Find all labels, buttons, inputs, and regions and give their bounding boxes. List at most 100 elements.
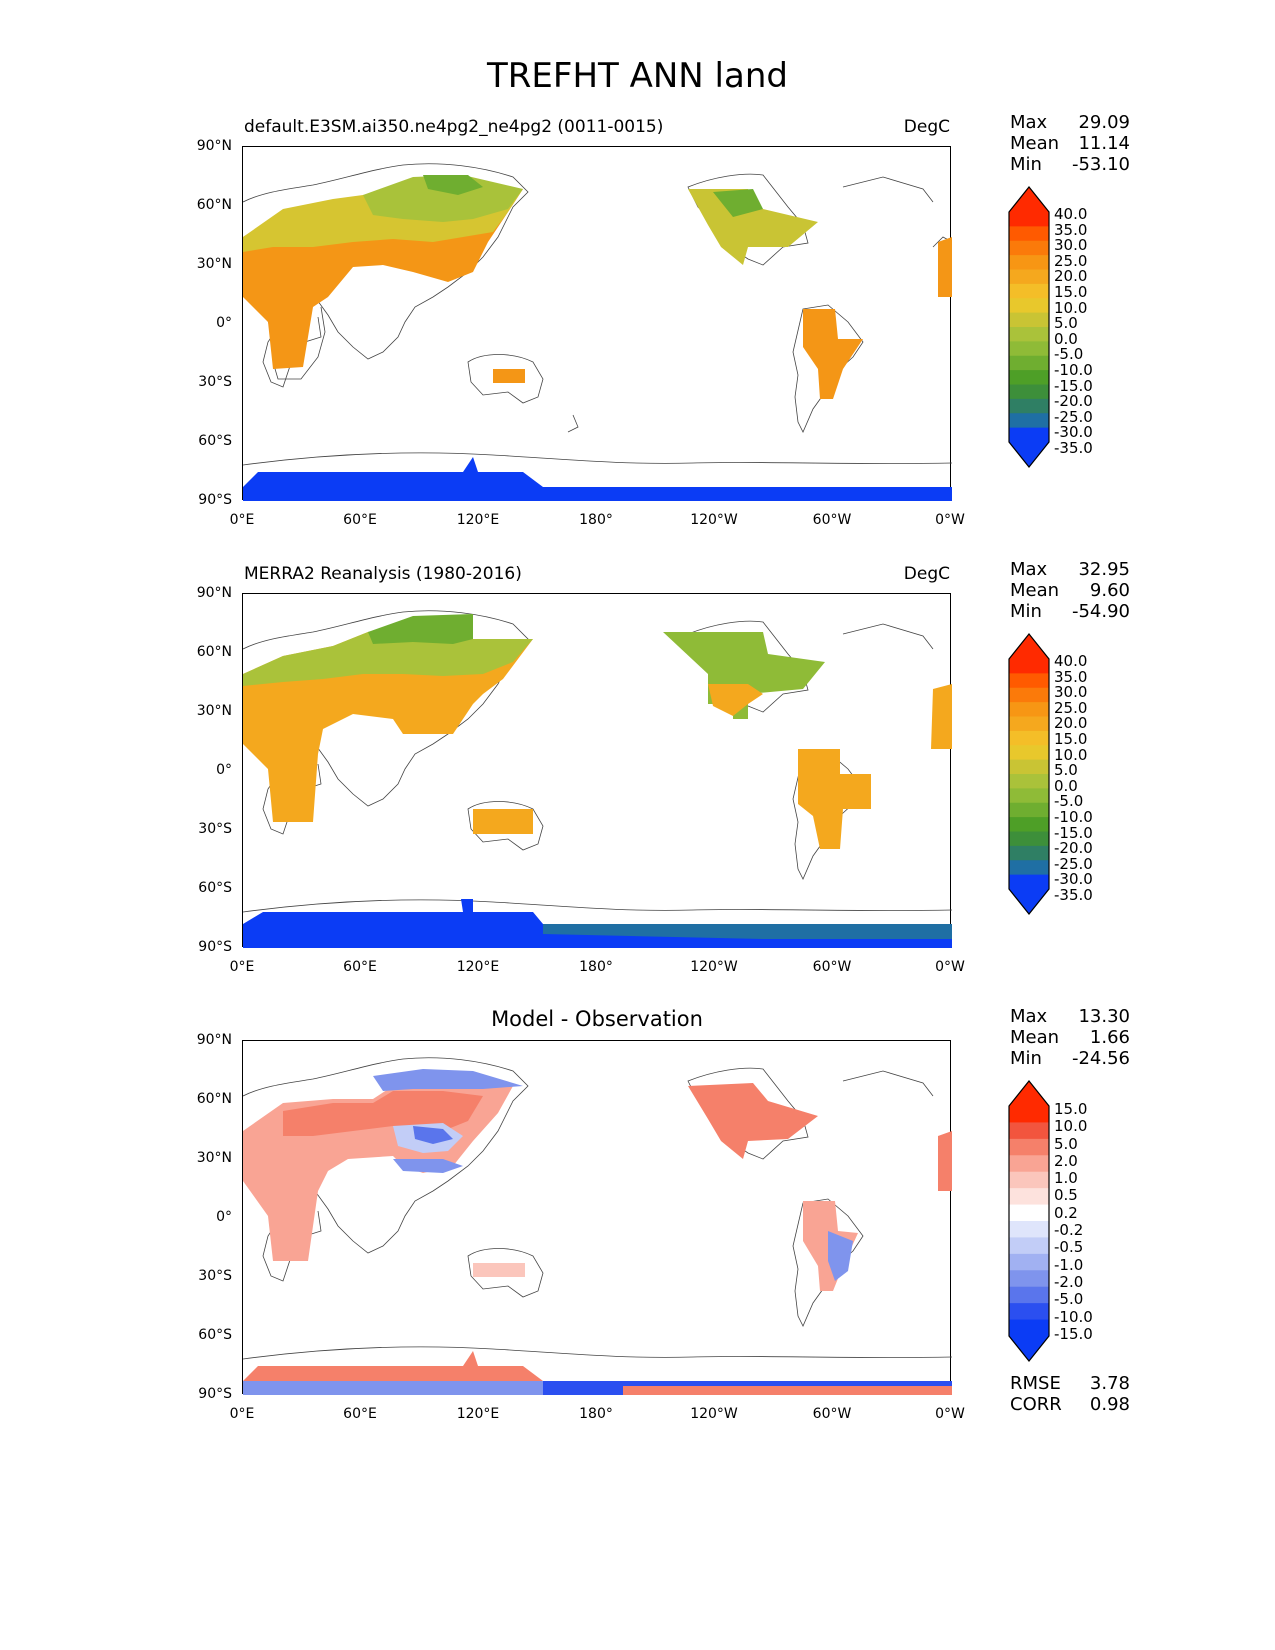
colorbar-segment: [1009, 730, 1049, 746]
colorbar-segment: [1009, 817, 1049, 832]
y-tick: 60°S: [198, 1327, 232, 1343]
colorbar-segment: [1009, 298, 1049, 314]
y-tick: 30°N: [196, 1150, 232, 1166]
field-fill: [243, 614, 952, 948]
stat-label: Mean: [1010, 580, 1060, 601]
colorbar-segment: [1009, 774, 1049, 789]
map-canvas: [243, 1057, 952, 1395]
map-canvas: [243, 610, 952, 948]
colorbar: [1008, 186, 1050, 468]
colorbar-label: 0.5: [1054, 1186, 1078, 1205]
colorbar-label: 20.0: [1054, 714, 1088, 733]
colorbar-segment: [1009, 413, 1049, 429]
stat-label: RMSE: [1010, 1373, 1061, 1394]
colorbar-outline: [1008, 186, 1050, 468]
stat-label: Max: [1010, 112, 1048, 133]
stat-value: 0.98: [1089, 1394, 1130, 1415]
map-canvas: [243, 163, 952, 501]
stat-value: 1.66: [1089, 1027, 1130, 1048]
stat-value: 9.60: [1089, 580, 1130, 601]
x-tick: 120°E: [456, 512, 500, 528]
y-tick: 90°N: [196, 585, 232, 601]
colorbar-label: 25.0: [1054, 698, 1088, 717]
panel-title: default.E3SM.ai350.ne4pg2_ne4pg2 (0011-0…: [244, 117, 664, 137]
x-tick: 0°W: [935, 1406, 965, 1422]
colorbar-segment: [1009, 845, 1049, 861]
y-tick: 0°: [216, 315, 232, 331]
units-label: DegC: [903, 564, 950, 584]
y-tick: 60°N: [196, 644, 232, 660]
colorbar-segment: [1009, 673, 1049, 689]
colorbar-segment: [1009, 716, 1049, 732]
colorbar-segment: [1009, 398, 1049, 414]
map-plot: [242, 593, 952, 948]
colorbar-segment: [1009, 212, 1049, 227]
colorbar: [1008, 633, 1050, 915]
stat-value: 32.95: [1078, 559, 1130, 580]
map-plot: [242, 1040, 952, 1395]
colorbar-segment: [1009, 831, 1049, 847]
stat-label: Max: [1010, 559, 1048, 580]
x-tick: 60°W: [812, 1406, 852, 1422]
x-tick: 60°W: [812, 959, 852, 975]
colorbar-segment: [1009, 240, 1049, 256]
panel-title: MERRA2 Reanalysis (1980-2016): [244, 564, 522, 584]
x-tick: 60°W: [812, 512, 852, 528]
stat-value: 3.78: [1089, 1373, 1130, 1394]
x-tick: 60°E: [343, 1406, 377, 1422]
units-label: DegC: [903, 117, 950, 137]
stat-value: -53.10: [1071, 154, 1130, 175]
colorbar-top-cap: [1009, 187, 1049, 212]
colorbar-labels: 40.0 35.0 30.0 25.0 20.0 15.0 10.0 5.0 0…: [1054, 653, 1093, 904]
colorbar-label: 0.0: [1054, 776, 1078, 795]
colorbar-label: 0.2: [1054, 1203, 1078, 1222]
colorbar-segment: [1009, 1122, 1049, 1140]
colorbar-label: 15.0: [1054, 282, 1088, 301]
colorbar-segment: [1009, 702, 1049, 717]
colorbar-segment: [1009, 1319, 1049, 1337]
colorbar-segment: [1009, 269, 1049, 285]
colorbar-segment: [1009, 788, 1049, 804]
colorbar-segment: [1009, 327, 1049, 342]
x-tick: 0°E: [229, 1406, 255, 1422]
colorbar-segment: [1009, 745, 1049, 761]
colorbar-label: 15.0: [1054, 1100, 1088, 1118]
figure-title: TREFHT ANN land: [487, 56, 788, 96]
y-tick: 30°N: [196, 256, 232, 272]
colorbar-label: 10.0: [1054, 1117, 1088, 1136]
colorbar-segment: [1009, 1138, 1049, 1156]
colorbar-segment: [1009, 283, 1049, 299]
stat-value: 29.09: [1078, 112, 1130, 133]
colorbar-label: 20.0: [1054, 267, 1088, 286]
colorbar-segment: [1009, 384, 1049, 400]
colorbar-segment: [1009, 874, 1049, 890]
x-tick: 0°W: [935, 512, 965, 528]
stat-label: Mean: [1010, 1027, 1060, 1048]
colorbar-segment: [1009, 1155, 1049, 1173]
colorbar-segment: [1009, 759, 1049, 775]
colorbar-label: -35.0: [1054, 885, 1093, 904]
stat-value: -54.90: [1071, 601, 1130, 622]
colorbar-label: 35.0: [1054, 220, 1088, 239]
colorbar-label: 10.0: [1054, 298, 1088, 317]
y-tick: 90°S: [198, 492, 232, 508]
colorbar-bottom-cap: [1009, 442, 1049, 467]
colorbar-segment: [1009, 659, 1049, 674]
colorbar-segment: [1009, 1204, 1049, 1222]
x-tick: 60°E: [343, 512, 377, 528]
colorbar-label: -10.0: [1054, 360, 1093, 379]
colorbar-label: 10.0: [1054, 745, 1088, 764]
colorbar-segment: [1009, 1171, 1049, 1189]
x-tick: 0°W: [935, 959, 965, 975]
stat-label: CORR: [1010, 1394, 1062, 1415]
y-tick: 90°N: [196, 1032, 232, 1048]
colorbar-label: -0.2: [1054, 1221, 1084, 1240]
colorbar-label: -35.0: [1054, 438, 1093, 457]
colorbar-label: -5.0: [1054, 345, 1084, 364]
colorbar-segment: [1009, 427, 1049, 443]
y-tick: 60°N: [196, 1091, 232, 1107]
y-tick: 30°S: [198, 374, 232, 390]
colorbar-labels: 40.0 35.0 30.0 25.0 20.0 15.0 10.0 5.0 0…: [1054, 206, 1093, 457]
colorbar-label: -5.0: [1054, 1290, 1084, 1309]
y-tick: 60°S: [198, 880, 232, 896]
